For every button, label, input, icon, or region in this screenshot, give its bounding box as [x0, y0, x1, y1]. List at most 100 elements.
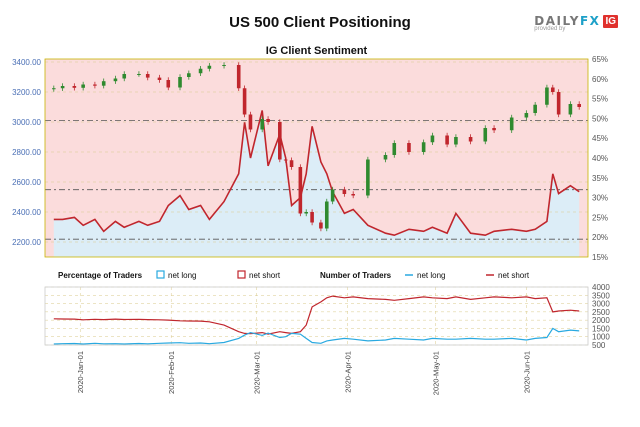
count-tick-label: 500: [592, 341, 606, 350]
candle-body: [93, 84, 97, 86]
candle-body: [524, 113, 529, 118]
candle-body: [454, 137, 458, 145]
price-tick-label: 2800.00: [12, 148, 41, 157]
price-tick-label: 3200.00: [12, 88, 41, 97]
candle-body: [430, 135, 435, 143]
legend-net-short-label: net short: [249, 271, 281, 280]
sentiment-tick-label: 55%: [592, 95, 608, 104]
candle-body: [366, 159, 370, 196]
candle-body: [533, 104, 537, 113]
candle-body: [545, 87, 549, 105]
count-tick-label: 1500: [592, 324, 610, 333]
sentiment-tick-label: 20%: [592, 233, 608, 242]
candle-body: [72, 86, 77, 88]
date-tick-label: 2020-Feb-01: [167, 351, 176, 394]
candle-body: [113, 78, 118, 82]
candle-body: [445, 135, 449, 145]
candle-body: [330, 189, 335, 202]
candle-body: [222, 65, 226, 66]
candle-body: [550, 87, 555, 92]
candle-body: [577, 104, 581, 107]
price-tick-label: 3000.00: [12, 118, 41, 127]
candle-body: [568, 104, 573, 115]
net-short-count-line: [53, 295, 580, 335]
candle-body: [122, 74, 127, 79]
candle-body: [310, 212, 314, 223]
price-tick-label: 2600.00: [12, 178, 41, 187]
count-panel-frame: [44, 286, 589, 346]
candle-body: [283, 159, 288, 161]
candle-body: [304, 212, 309, 214]
date-tick-label: 2020-Apr-01: [343, 351, 352, 393]
sentiment-tick-label: 30%: [592, 194, 608, 203]
candle-body: [407, 143, 411, 152]
sentiment-tick-label: 25%: [592, 213, 608, 222]
count-tick-label: 3500: [592, 291, 610, 300]
sentiment-tick-label: 45%: [592, 134, 608, 143]
candle-body: [319, 222, 323, 229]
candle-body: [242, 88, 247, 115]
candle-body: [266, 119, 270, 122]
chart-title: US 500 Client Positioning: [229, 14, 411, 31]
dailyfx-logo: DAILYFX provided by IG: [534, 12, 618, 32]
candle-body: [81, 84, 85, 88]
candle-body: [421, 142, 426, 152]
legend-net-long-swatch: [156, 270, 165, 279]
main-chart-panel: 3400.00 3200.00 3000.00 2800.00 2600.00 2400.…: [12, 45, 608, 262]
long-zone-area: [53, 110, 580, 257]
net-short-sentiment-line: [53, 110, 580, 237]
legend-net-short-swatch: [237, 270, 246, 279]
price-tick-label: 2200.00: [12, 238, 41, 247]
candle-body: [178, 77, 182, 88]
date-tick-label: 2020-Jan-01: [76, 351, 85, 393]
candle-body: [351, 194, 355, 196]
candle-body: [509, 117, 514, 131]
price-tick-label: 2400.00: [12, 208, 41, 217]
count-tick-label: 2500: [592, 308, 610, 317]
legend-count-short-label: net short: [498, 271, 530, 280]
brand-tagline: provided by: [534, 26, 566, 32]
sentiment-tick-label: 65%: [592, 55, 608, 64]
panel-title: IG Client Sentiment: [266, 45, 368, 57]
legend-count-long-label: net long: [417, 271, 445, 280]
date-tick-label: 2020-May-01: [431, 351, 440, 395]
candle-body: [492, 128, 496, 131]
count-tick-label: 4000: [592, 283, 610, 292]
brand-name-suffix: FX: [579, 14, 601, 28]
candle-body: [289, 160, 294, 167]
candle-body: [137, 74, 141, 75]
candle-body: [52, 88, 56, 90]
sentiment-tick-label: 15%: [592, 253, 608, 262]
sentiment-tick-label: 60%: [592, 75, 608, 84]
net-long-count-line: [53, 327, 580, 345]
candle-body: [145, 74, 150, 78]
sentiment-tick-label: 40%: [592, 154, 608, 163]
candle-body: [260, 119, 264, 130]
candle-body: [556, 92, 561, 115]
candle-body: [383, 155, 388, 160]
candle-body: [342, 189, 347, 194]
candle-body: [207, 65, 212, 69]
brand-wordmark: DAILYFX: [534, 14, 600, 28]
sentiment-tick-label: 50%: [592, 114, 608, 123]
count-tick-label: 1000: [592, 333, 610, 342]
candle-body: [236, 65, 241, 89]
candle-body: [157, 77, 162, 80]
candle-body: [392, 143, 397, 155]
candle-body: [166, 80, 171, 88]
sentiment-tick-label: 35%: [592, 174, 608, 183]
candle-body: [187, 73, 191, 77]
date-tick-label: 2020-Mar-01: [252, 351, 261, 394]
candle-body: [483, 128, 488, 142]
count-tick-label: 3000: [592, 300, 610, 309]
main-chart-frame: [44, 58, 589, 258]
legend-percentage-label: Percentage of Traders: [58, 271, 143, 280]
candle-body: [60, 86, 65, 89]
price-tick-label: 3400.00: [12, 58, 41, 67]
candle-body: [324, 201, 329, 229]
legend-number-label: Number of Traders: [320, 271, 392, 280]
candle-body: [248, 114, 253, 130]
candle-body: [468, 137, 473, 142]
